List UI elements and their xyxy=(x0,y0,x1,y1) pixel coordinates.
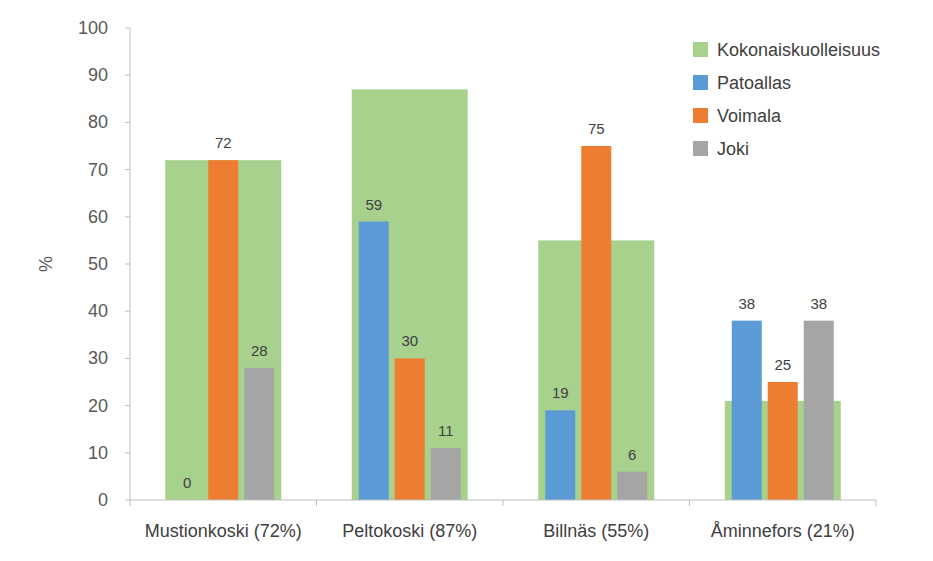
total-bar xyxy=(352,89,468,500)
x-tick-label: Åminnefors (21%) xyxy=(711,521,855,541)
y-tick xyxy=(125,358,130,359)
data-label: 0 xyxy=(183,474,191,491)
data-label: 72 xyxy=(215,134,232,151)
legend-swatch xyxy=(693,42,708,57)
y-tick-label: 40 xyxy=(88,301,108,321)
y-tick-label: 100 xyxy=(78,18,108,38)
x-separator xyxy=(876,500,877,506)
legend-swatch xyxy=(693,75,708,90)
x-separator xyxy=(503,500,504,506)
legend-label: Patoallas xyxy=(717,73,791,93)
total-bar xyxy=(165,160,281,500)
y-tick xyxy=(125,500,130,501)
data-labels: 0 59 19 38 72 30 75 25 28 11 6 38 xyxy=(183,120,827,491)
y-tick-label: 20 xyxy=(88,396,108,416)
data-label: 38 xyxy=(738,295,755,312)
bar xyxy=(617,472,647,500)
y-tick-label: 10 xyxy=(88,443,108,463)
legend-swatch xyxy=(693,141,708,156)
data-label: 59 xyxy=(365,196,382,213)
y-tick xyxy=(125,169,130,170)
y-tick-label: 0 xyxy=(98,490,108,510)
legend-swatch xyxy=(693,108,708,123)
bar xyxy=(395,358,425,500)
data-label: 30 xyxy=(401,332,418,349)
y-tick-label: 90 xyxy=(88,65,108,85)
y-tick xyxy=(125,75,130,76)
y-tick xyxy=(125,405,130,406)
y-tick-label: 80 xyxy=(88,112,108,132)
legend-label: Joki xyxy=(717,139,749,159)
x-tick-label: Mustionkoski (72%) xyxy=(145,521,302,541)
x-separator xyxy=(130,500,131,506)
data-label: 25 xyxy=(774,356,791,373)
bar xyxy=(208,160,238,500)
bar xyxy=(732,321,762,500)
chart: 0 10 20 30 40 50 60 70 80 90 100% 0 59 19 38 72 30 75 25 28… xyxy=(0,0,933,561)
y-tick xyxy=(125,122,130,123)
x-tick-label: Peltokoski (87%) xyxy=(342,521,477,541)
data-label: 11 xyxy=(438,422,454,439)
bar xyxy=(804,321,834,500)
data-label: 19 xyxy=(552,384,569,401)
data-label: 75 xyxy=(588,120,605,137)
bar xyxy=(768,382,798,500)
bar xyxy=(581,146,611,500)
y-tick xyxy=(125,28,130,29)
y-tick xyxy=(125,216,130,217)
x-tick-label: Billnäs (55%) xyxy=(543,521,649,541)
bars xyxy=(165,89,841,500)
data-label: 38 xyxy=(810,295,827,312)
y-tick xyxy=(125,264,130,265)
y-tick-label: 30 xyxy=(88,348,108,368)
y-tick xyxy=(125,311,130,312)
x-separator xyxy=(316,500,317,506)
legend: Kokonaiskuolleisuus Patoallas Voimala Joki xyxy=(693,40,880,159)
y-axis-label: % xyxy=(36,256,56,272)
bar xyxy=(545,410,575,500)
bar xyxy=(431,448,461,500)
y-tick-label: 60 xyxy=(88,207,108,227)
data-label: 28 xyxy=(251,342,268,359)
data-label: 6 xyxy=(628,446,636,463)
legend-label: Kokonaiskuolleisuus xyxy=(717,40,880,60)
bar xyxy=(244,368,274,500)
y-tick xyxy=(125,452,130,453)
y-tick-label: 50 xyxy=(88,254,108,274)
x-separator xyxy=(689,500,690,506)
bar xyxy=(359,222,389,500)
legend-label: Voimala xyxy=(717,106,782,126)
y-tick-label: 70 xyxy=(88,160,108,180)
